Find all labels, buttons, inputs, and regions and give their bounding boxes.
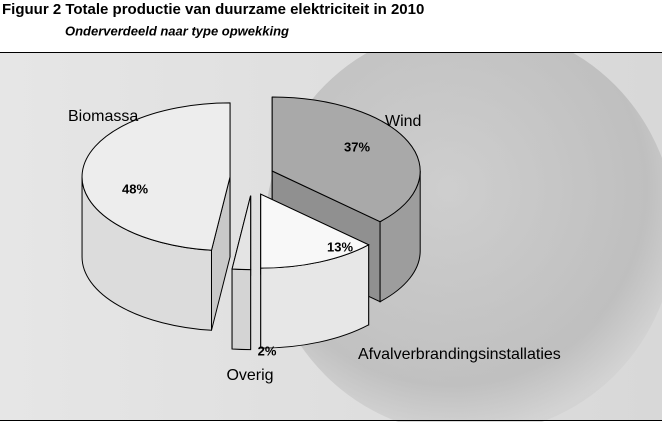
category-label: Overig <box>226 367 273 384</box>
pie <box>81 96 421 351</box>
slice-top <box>81 102 231 251</box>
category-label: Wind <box>385 113 421 130</box>
value-label: 13% <box>327 239 353 254</box>
category-label: Afvalverbrandingsinstallaties <box>358 346 561 363</box>
header-bg <box>0 0 662 52</box>
value-label: 48% <box>122 181 148 196</box>
slice-top <box>231 195 252 271</box>
slice-wall <box>231 268 252 351</box>
chart-title: Figuur 2 Totale productie van duurzame e… <box>2 1 424 18</box>
slice-top <box>260 193 370 269</box>
chart-subtitle: Onderverdeeld naar type opwekking <box>65 23 289 38</box>
value-label: 2% <box>258 343 277 358</box>
slice-top <box>271 96 421 223</box>
category-label: Biomassa <box>68 108 138 125</box>
value-label: 37% <box>344 139 370 154</box>
